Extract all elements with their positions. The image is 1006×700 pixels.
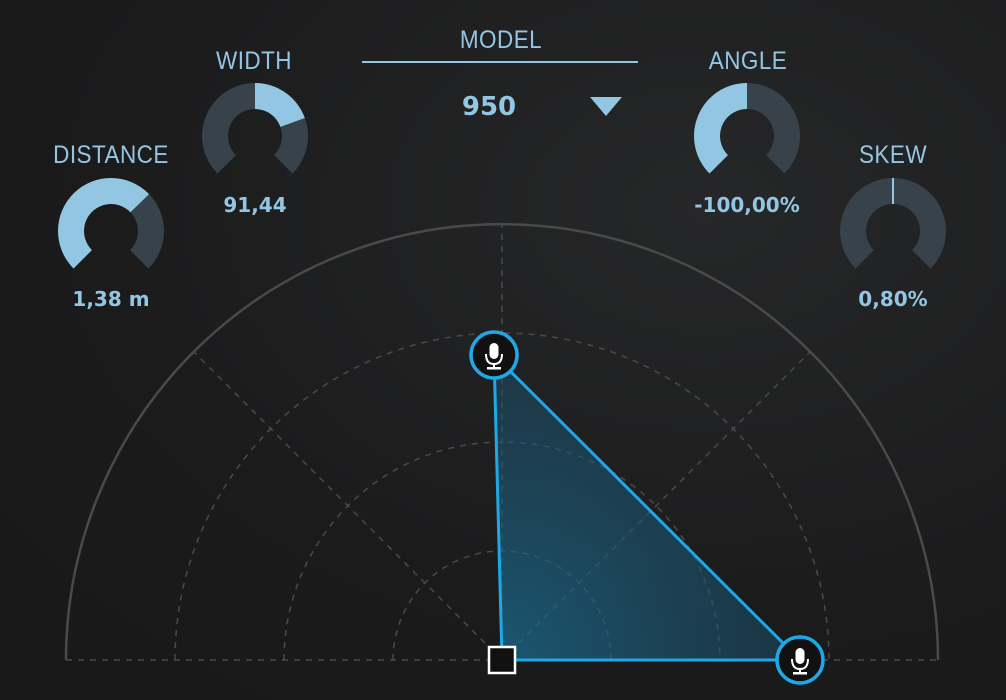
angle-label: ANGLE [708,47,788,75]
skew-value: 0,80% [858,287,928,311]
microphone-icon [485,343,503,370]
knob-track [839,178,946,269]
angle-knob[interactable] [693,83,801,174]
skew-knob[interactable] [839,178,946,269]
pickup-area [492,351,804,662]
knob-fill [693,83,747,174]
model-dropdown-icon[interactable] [590,97,622,116]
radial-line [193,351,503,661]
knob-fill [255,83,305,127]
model-value[interactable]: 950 [461,92,517,122]
ring-arc [174,332,830,661]
source-handle[interactable] [487,645,517,675]
model-label: MODEL [459,26,543,54]
width-knob[interactable] [202,82,308,174]
distance-value: 1,38 m [72,287,150,311]
model-divider [362,61,638,63]
width-value: 91,44 [223,193,287,217]
skew-label: SKEW [858,141,928,169]
knob-fill [58,178,150,269]
microphone-handle-1[interactable] [469,330,519,380]
distance-knob[interactable] [58,178,165,269]
distance-label: DISTANCE [53,141,169,169]
microphone-handle-2[interactable] [775,635,825,685]
width-label: WIDTH [216,47,292,75]
microphone-icon [791,648,809,675]
angle-value: -100,00% [694,193,800,217]
